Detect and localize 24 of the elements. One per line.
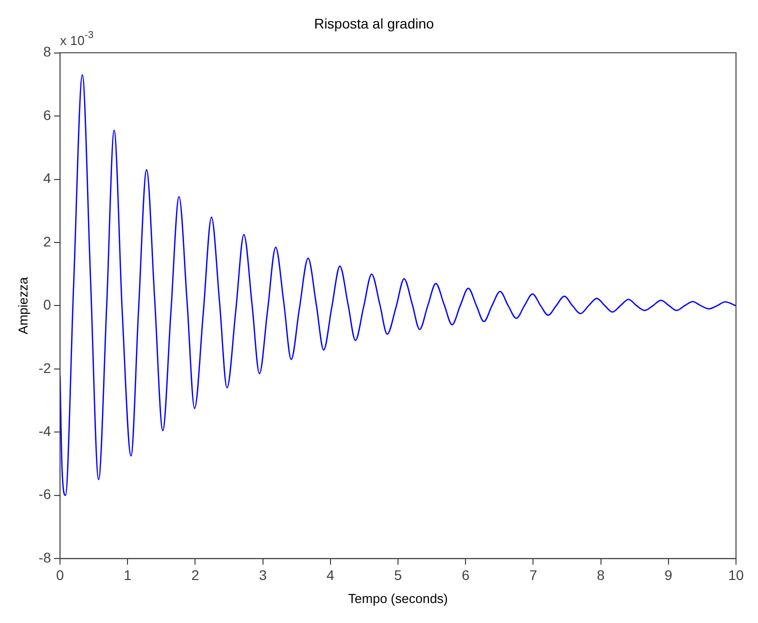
y-tick-label: 0 [43, 296, 52, 313]
x-tick-label: 4 [326, 566, 335, 583]
y-tick-label: -4 [38, 423, 52, 440]
y-tick-label: -6 [38, 486, 52, 502]
x-tick-label: 8 [596, 566, 605, 583]
x-axis-title: Tempo (seconds) [348, 590, 448, 606]
x-tick-label: 9 [664, 566, 673, 583]
y-tick-label: -8 [38, 549, 52, 566]
x-tick-label: 1 [124, 566, 132, 583]
line-series [60, 74, 736, 496]
y-tick-label: 2 [43, 233, 52, 250]
x-tick-label: 7 [529, 566, 538, 583]
y-tick-label: 6 [43, 106, 52, 123]
y-tick-label: 8 [43, 44, 52, 60]
x-tick-label: 5 [394, 566, 402, 583]
x-tick-label: 2 [191, 566, 200, 583]
y-tick-label: -2 [38, 360, 52, 376]
x-tick-label: 3 [258, 566, 267, 583]
x-tick-label: 6 [462, 566, 470, 583]
x-tick-label: 0 [56, 566, 64, 583]
chart-title: Risposta al gradino [314, 15, 434, 32]
y-tick-label: 4 [43, 170, 52, 186]
x-tick-label: 10 [728, 566, 744, 583]
y-axis-title: Ampiezza [15, 276, 30, 334]
